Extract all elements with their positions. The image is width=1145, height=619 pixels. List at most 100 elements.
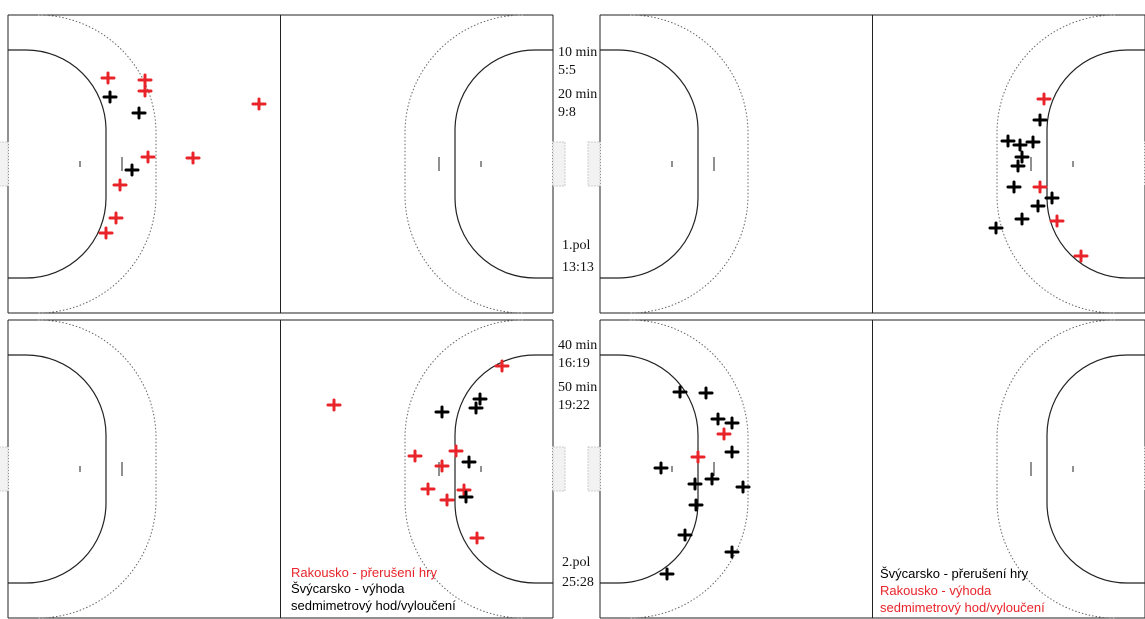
goal (552, 446, 566, 492)
time-label-40min: 40 min (558, 338, 598, 353)
shot-marker-black (1000, 134, 1016, 148)
shot-marker-black (988, 221, 1004, 235)
shot-marker-red (456, 483, 472, 497)
shot-marker-black (724, 445, 740, 459)
shot-marker-black (688, 498, 704, 512)
legend-red-interruption: Rakousko - přerušení hry (291, 565, 437, 580)
shot-marker-black (687, 477, 703, 491)
shot-marker-black (1032, 113, 1048, 127)
court-bottom-left (0, 319, 566, 619)
free-throw-line (996, 319, 1116, 619)
shot-marker-black (672, 385, 688, 399)
shot-marker-red (100, 71, 116, 85)
goal (587, 141, 601, 187)
time-label-20min: 20 min (558, 87, 598, 102)
shot-marker-black (1025, 135, 1041, 149)
six-meter-line (600, 49, 699, 279)
free-throw-line (404, 14, 524, 314)
shot-marker-black (735, 480, 751, 494)
shot-marker-black (1014, 150, 1030, 164)
free-throw-line (629, 14, 749, 314)
free-throw-line (996, 14, 1116, 314)
free-throw-line (37, 14, 157, 314)
court-top-right (587, 14, 1145, 314)
shot-marker-red (716, 427, 732, 441)
six-meter-line (1046, 49, 1145, 279)
court-top-left (0, 14, 566, 314)
score-second-half: 25:28 (562, 575, 594, 590)
shot-marker-black (1044, 191, 1060, 205)
legend-black-interruption: Švýcarsko - přerušení hry (880, 566, 1029, 581)
six-meter-line (1046, 354, 1145, 584)
score-40min: 16:19 (558, 356, 590, 371)
goal (587, 446, 601, 492)
shot-marker-red (434, 459, 450, 473)
shot-marker-red (1036, 92, 1052, 106)
goal (552, 141, 566, 187)
court-bottom-right (587, 319, 1145, 619)
half-label-first: 1.pol (562, 238, 591, 253)
six-meter-line (8, 354, 107, 584)
score-10min: 5:5 (558, 63, 576, 78)
shot-marker-black (468, 401, 484, 415)
shot-marker-black (458, 490, 474, 504)
shot-marker-black (1006, 180, 1022, 194)
shot-marker-red (420, 482, 436, 496)
score-20min: 9:8 (558, 105, 576, 120)
courts-layer (0, 14, 1145, 619)
goal (0, 141, 9, 187)
shot-marker-black (461, 455, 477, 469)
shot-marker-black (1010, 159, 1026, 173)
shot-marker-black (653, 461, 669, 475)
shot-marker-black (1012, 138, 1028, 152)
shot-marker-red (1049, 214, 1065, 228)
shot-marker-red (112, 178, 128, 192)
shot-marker-red (98, 226, 114, 240)
legend-red-advantage: Rakousko - výhoda (880, 583, 992, 598)
time-label-10min: 10 min (558, 45, 598, 60)
shot-marker-red (469, 531, 485, 545)
shot-marker-red (108, 211, 124, 225)
shot-marker-black (472, 392, 488, 406)
six-meter-line (8, 49, 107, 279)
shot-marker-red (494, 359, 510, 373)
time-label-50min: 50 min (558, 380, 598, 395)
six-meter-line (600, 354, 699, 584)
shot-marker-black (710, 412, 726, 426)
shot-marker-red (407, 449, 423, 463)
shot-marker-black (704, 472, 720, 486)
shot-marker-black (124, 163, 140, 177)
shot-marker-red (439, 493, 455, 507)
markers-layer (98, 71, 1089, 581)
legend-red-seven-meter: sedmimetrový hod/vyloučení (880, 600, 1045, 615)
shot-marker-black (102, 90, 118, 104)
shot-marker-black (677, 528, 693, 542)
score-first-half: 13:13 (562, 260, 594, 275)
shot-marker-red (448, 444, 464, 458)
shot-marker-black (659, 567, 675, 581)
goal (0, 446, 9, 492)
six-meter-line (454, 354, 553, 584)
shot-marker-red (1073, 249, 1089, 263)
shot-marker-red (251, 97, 267, 111)
shot-marker-black (1030, 199, 1046, 213)
legend-black-advantage: Švýcarsko - výhoda (291, 581, 405, 596)
six-meter-line (454, 49, 553, 279)
shot-marker-black (434, 405, 450, 419)
shot-marker-red (326, 398, 342, 412)
shot-marker-red (185, 151, 201, 165)
free-throw-line (404, 319, 524, 619)
shot-marker-black (1014, 212, 1030, 226)
legend-black-seven-meter: sedmimetrový hod/vyloučení (291, 598, 456, 613)
shot-marker-red (690, 450, 706, 464)
free-throw-line (37, 319, 157, 619)
shot-marker-red (140, 150, 156, 164)
shot-marker-red (137, 73, 153, 87)
shot-marker-black (724, 545, 740, 559)
half-label-second: 2.pol (562, 555, 591, 570)
shot-marker-red (1032, 180, 1048, 194)
free-throw-line (629, 319, 749, 619)
shot-marker-black (724, 416, 740, 430)
shot-marker-black (698, 386, 714, 400)
